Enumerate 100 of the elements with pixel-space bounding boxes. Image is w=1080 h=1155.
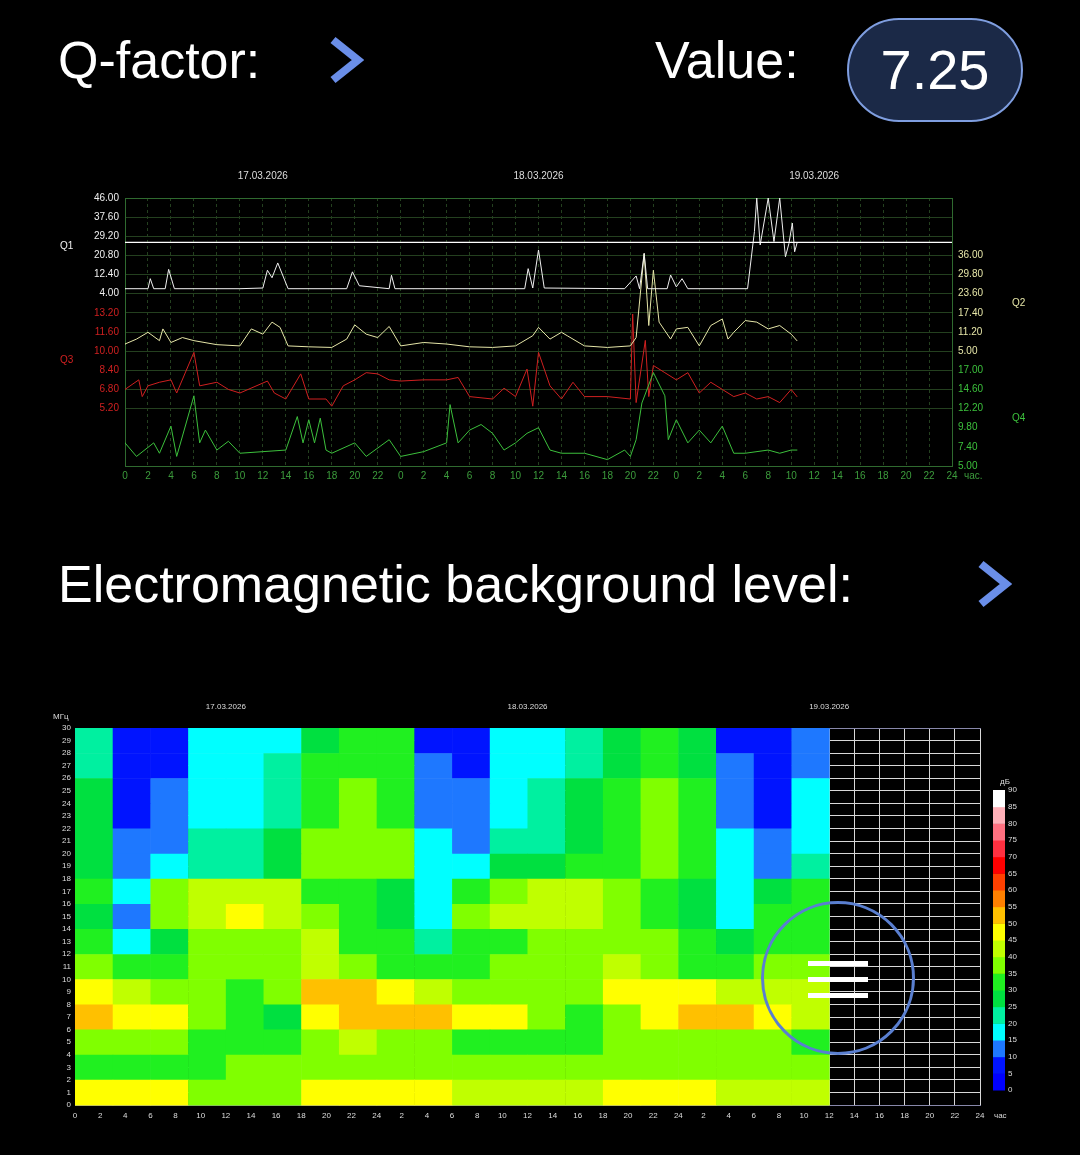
x-tick-label: 14: [555, 469, 568, 481]
x-tick-label: 6: [742, 469, 749, 481]
color-bar-label: 90: [1008, 785, 1018, 795]
x-tick-label: 20: [623, 1111, 634, 1120]
y-axis-title: Q1: [60, 239, 74, 251]
y-tick-label: 22: [62, 823, 72, 833]
color-bar-label: 80: [1008, 818, 1018, 828]
x-tick-label: 16: [578, 469, 591, 481]
x-tick-label: 20: [321, 1111, 332, 1120]
color-bar-label: 0: [1008, 1085, 1013, 1095]
x-tick-label: 18: [326, 469, 338, 481]
x-tick-label: 10: [196, 1111, 206, 1120]
y-axis-title: МГц: [53, 712, 69, 722]
x-tick-label: 12: [824, 1111, 835, 1120]
x-tick-label: 10: [509, 469, 522, 481]
y-tick-label: 4: [66, 1049, 72, 1059]
x-tick-label: 22: [372, 469, 384, 481]
color-bar-label: 75: [1008, 835, 1018, 845]
x-tick-label: 6: [449, 1111, 455, 1120]
x-tick-label: 24: [673, 1111, 684, 1120]
x-tick-label: 18: [877, 469, 890, 481]
x-tick-label: 2: [701, 1111, 707, 1120]
y2-tick-label: 11.20: [958, 325, 983, 337]
color-bar-label: 15: [1008, 1035, 1018, 1045]
y-tick-label: 17: [62, 886, 72, 896]
x-tick-label: 14: [280, 469, 292, 481]
y-tick-label: 37.60: [93, 210, 120, 222]
y-tick-label: 27: [62, 760, 72, 770]
x-tick-label: 8: [776, 1111, 782, 1120]
x-tick-label: 4: [123, 1111, 129, 1120]
x-tick-label: 2: [399, 1111, 405, 1120]
x-tick-label: 24: [372, 1111, 382, 1120]
x2-tick-label: 17.03.2026: [205, 702, 247, 712]
x-tick-label: 12: [808, 469, 821, 481]
x-tick-label: 6: [751, 1111, 757, 1120]
y3-tick-label: 5.20: [99, 402, 120, 414]
x-tick-label: 16: [303, 469, 315, 481]
color-bar-label: 30: [1008, 985, 1018, 995]
x-tick-label: 4: [443, 469, 450, 481]
x-tick-label: 10: [497, 1111, 508, 1120]
color-bar-label: 55: [1008, 901, 1018, 911]
y-tick-label: 12: [62, 949, 72, 959]
x-tick-label: 2: [696, 469, 703, 481]
y-tick-label: 6: [66, 1024, 72, 1034]
y-tick-label: 15: [62, 911, 72, 921]
y-tick-label: 25: [62, 786, 72, 796]
y-tick-label: 20: [62, 848, 72, 858]
color-bar-label: 50: [1008, 918, 1018, 928]
y-tick-label: 10: [62, 974, 72, 984]
y2-tick-label: 12.20: [958, 402, 984, 414]
x-tick-label: 0: [122, 469, 129, 481]
x-tick-label: 22: [923, 469, 936, 481]
y2-tick-label: 9.80: [958, 421, 978, 433]
x-tick-label: 22: [950, 1111, 960, 1120]
x-tick-label: 16: [854, 469, 867, 481]
x-tick-label: 12: [221, 1111, 231, 1120]
y-tick-label: 5: [66, 1037, 72, 1047]
x-tick-label: 22: [647, 469, 660, 481]
y2-tick-label: 23.60: [958, 287, 984, 299]
text: Value:: [655, 30, 799, 91]
x-tick-label: 22: [347, 1111, 357, 1120]
chart-title: Electromagnetic background level:: [58, 554, 853, 615]
x-tick-label: 18: [900, 1111, 910, 1120]
color-bar-label: 35: [1008, 968, 1018, 978]
x-axis-title: час.: [964, 469, 983, 481]
x-tick-label: 16: [573, 1111, 583, 1120]
y-tick-label: 29.20: [93, 230, 120, 242]
color-bar-label: 20: [1008, 1018, 1018, 1028]
x-tick-label: 10: [799, 1111, 810, 1120]
x-tick-label: 14: [849, 1111, 860, 1120]
y-tick-label: 19: [62, 861, 72, 871]
text: 7.25: [847, 18, 1023, 122]
x-tick-label: 10: [234, 469, 246, 481]
y-tick-label: 3: [66, 1062, 72, 1072]
x2-tick-label: 19.03.2026: [809, 702, 850, 712]
x-tick-label: 6: [148, 1111, 154, 1120]
x-tick-label: 8: [475, 1111, 480, 1120]
color-bar-label: 40: [1008, 951, 1018, 961]
y3-tick-label: 8.40: [99, 364, 120, 376]
color-bar-label: 70: [1008, 851, 1018, 861]
x2-tick-label: 17.03.2026: [237, 169, 289, 181]
x-tick-label: 10: [785, 469, 798, 481]
x-tick-label: 6: [466, 469, 473, 481]
x-tick-label: 6: [191, 469, 198, 481]
x-tick-label: 8: [765, 469, 772, 481]
x-tick-label: 18: [296, 1111, 307, 1120]
y-tick-label: 16: [62, 899, 72, 909]
y-tick-label: 23: [62, 811, 72, 821]
x-tick-label: 12: [257, 469, 269, 481]
y-tick-label: 0: [66, 1100, 72, 1110]
y2-axis-title: Q4: [1012, 411, 1026, 423]
color-bar-label: 5: [1008, 1068, 1013, 1078]
x-tick-label: 14: [831, 469, 844, 481]
y3-tick-label: 11.60: [94, 325, 120, 337]
x-tick-label: 18: [598, 1111, 608, 1120]
color-bar-label: 45: [1008, 935, 1018, 945]
color-bar-label: 65: [1008, 868, 1018, 878]
y-tick-label: 46.00: [93, 191, 120, 203]
y-tick-label: 24: [62, 798, 72, 808]
x-tick-label: 20: [925, 1111, 935, 1120]
